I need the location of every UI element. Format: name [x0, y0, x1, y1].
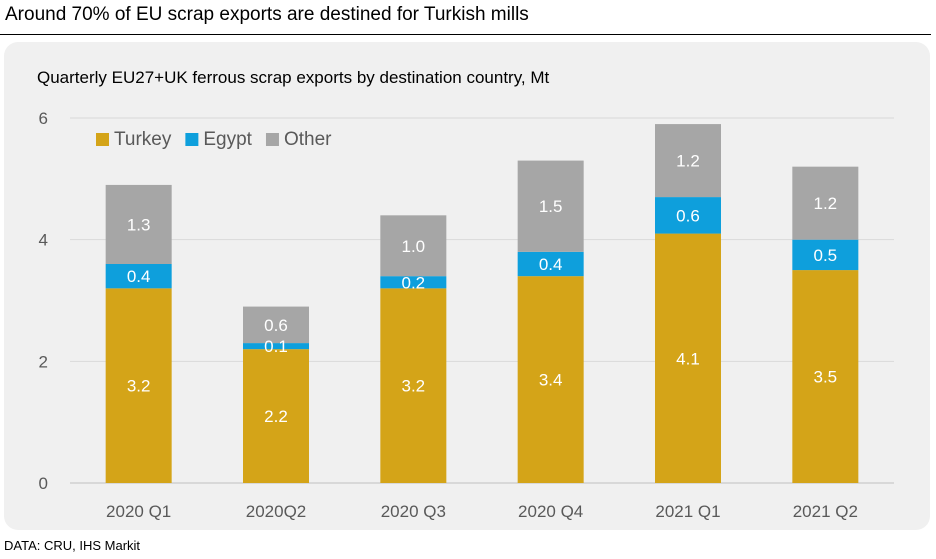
bar-other	[517, 160, 584, 252]
bar-other	[792, 166, 859, 240]
data-label-other: 1.2	[676, 152, 700, 171]
x-tick-label: 2020 Q4	[518, 502, 583, 521]
headline-rule	[0, 34, 931, 35]
bar-turkey	[792, 270, 859, 483]
data-label-turkey: 3.5	[814, 368, 838, 387]
legend-swatch-turkey	[96, 133, 109, 146]
bar-turkey	[517, 276, 584, 483]
data-label-turkey: 3.2	[402, 377, 426, 396]
legend-label-other: Other	[284, 129, 332, 150]
x-tick-label: 2020Q2	[246, 502, 307, 521]
bar-egypt	[243, 343, 309, 350]
data-label-other: 1.5	[539, 197, 563, 216]
x-tick-label: 2020 Q3	[381, 502, 446, 521]
bar-egypt	[655, 197, 721, 234]
bar-other	[243, 306, 309, 344]
bar-egypt	[105, 264, 172, 289]
data-label-egypt: 0.4	[539, 255, 563, 274]
data-label-egypt: 0.1	[264, 337, 288, 356]
data-labels: 3.2 0.4 1.3 2.2 0.1 0.6 3.2 0.2 1.0 3.4 0.4 1.5 4.1 0…	[127, 152, 837, 427]
data-label-other: 1.3	[127, 215, 151, 234]
data-label-egypt: 0.5	[814, 246, 838, 265]
data-label-other: 0.6	[264, 316, 288, 335]
y-tick-label: 0	[39, 474, 48, 493]
x-tick-label: 2021 Q2	[793, 502, 858, 521]
chart-panel: Quarterly EU27+UK ferrous scrap exports …	[4, 42, 930, 530]
data-label-egypt: 0.6	[676, 206, 700, 225]
bar-other	[655, 124, 721, 198]
legend-swatch-other	[265, 133, 279, 146]
headline: Around 70% of EU scrap exports are desti…	[5, 4, 529, 25]
gridlines	[70, 117, 894, 484]
bar-other	[380, 215, 447, 277]
bar-egypt	[380, 276, 447, 289]
chart-title: Quarterly EU27+UK ferrous scrap exports …	[37, 68, 550, 87]
x-tick-label: 2021 Q1	[655, 502, 720, 521]
bar-turkey	[655, 233, 721, 483]
legend-label-egypt: Egypt	[203, 129, 252, 150]
data-label-turkey: 4.1	[676, 349, 700, 368]
legend-swatch-egypt	[185, 133, 199, 146]
data-label-other: 1.2	[814, 194, 838, 213]
data-label-other: 1.0	[402, 237, 426, 256]
y-tick-label: 6	[39, 109, 48, 128]
bar-egypt	[517, 251, 584, 277]
bar-turkey	[105, 288, 172, 483]
bars	[105, 124, 859, 483]
data-label-turkey: 3.4	[539, 371, 563, 390]
chart: Quarterly EU27+UK ferrous scrap exports …	[37, 68, 894, 521]
bar-turkey	[243, 349, 309, 483]
bar-turkey	[380, 288, 447, 483]
legend: Turkey Egypt Other	[96, 129, 332, 150]
x-tick-label: 2020 Q1	[106, 502, 171, 521]
x-axis: 2020 Q1 2020Q2 2020 Q3 2020 Q4 2021 Q1 2021 Q…	[106, 502, 858, 521]
source-note: DATA: CRU, IHS Markit	[4, 538, 141, 553]
y-tick-label: 2	[39, 352, 48, 371]
y-axis: 0 2 4 6	[39, 109, 48, 493]
data-label-turkey: 2.2	[264, 407, 288, 426]
bar-other	[105, 184, 172, 264]
data-label-turkey: 3.2	[127, 377, 151, 396]
y-tick-label: 4	[39, 231, 48, 250]
bar-egypt	[792, 239, 859, 271]
legend-label-turkey: Turkey	[114, 129, 172, 150]
data-label-egypt: 0.4	[127, 267, 151, 286]
data-label-egypt: 0.2	[402, 273, 426, 292]
